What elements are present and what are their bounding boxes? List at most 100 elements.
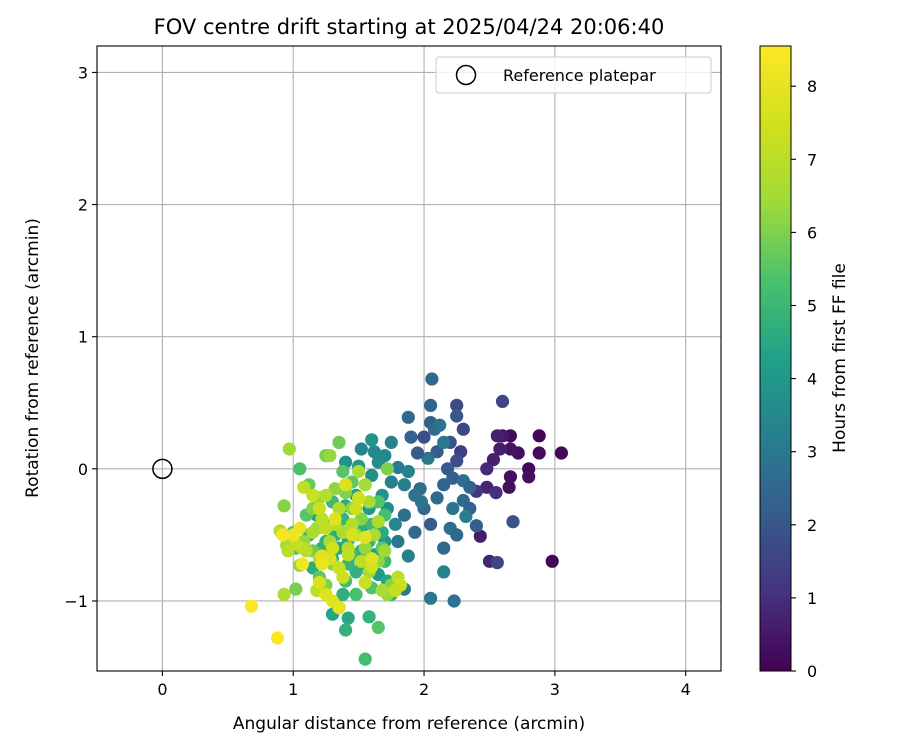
data-point bbox=[306, 488, 320, 502]
data-point bbox=[276, 528, 290, 542]
data-point bbox=[378, 544, 392, 558]
data-point bbox=[408, 525, 422, 539]
data-point bbox=[503, 470, 517, 484]
data-point bbox=[532, 446, 546, 460]
colorbar-tick-label: 5 bbox=[807, 297, 817, 316]
data-point bbox=[391, 460, 405, 475]
data-point bbox=[450, 409, 464, 423]
data-point bbox=[391, 534, 405, 549]
data-point bbox=[401, 410, 415, 424]
data-point bbox=[358, 478, 372, 492]
data-point bbox=[365, 552, 379, 566]
data-point bbox=[371, 495, 385, 509]
data-point bbox=[277, 587, 291, 602]
data-points bbox=[244, 372, 569, 666]
data-point bbox=[358, 575, 372, 590]
y-tick-label: 2 bbox=[78, 196, 88, 215]
data-point bbox=[277, 499, 291, 513]
data-point bbox=[506, 515, 520, 529]
data-point bbox=[401, 549, 415, 563]
data-point bbox=[384, 475, 398, 489]
data-point bbox=[375, 583, 389, 598]
data-point bbox=[358, 541, 372, 555]
data-point bbox=[319, 521, 333, 535]
colorbar-label: Hours from first FF file bbox=[830, 263, 850, 453]
data-point bbox=[503, 442, 517, 456]
data-point bbox=[532, 429, 546, 443]
colorbar-tick-label: 0 bbox=[807, 662, 817, 681]
data-point bbox=[352, 464, 366, 479]
data-point bbox=[371, 515, 385, 529]
data-point bbox=[493, 442, 507, 456]
data-point bbox=[401, 464, 415, 479]
data-point bbox=[371, 620, 385, 635]
data-point bbox=[358, 652, 372, 666]
data-point bbox=[545, 554, 559, 568]
colorbar-tick-label: 6 bbox=[807, 223, 817, 242]
data-point bbox=[424, 517, 438, 531]
legend-marker bbox=[455, 64, 477, 86]
data-point bbox=[437, 478, 451, 492]
data-point bbox=[437, 541, 451, 555]
data-point bbox=[430, 445, 444, 459]
chart-title: FOV centre drift starting at 2025/04/24 … bbox=[154, 15, 665, 39]
data-point bbox=[397, 478, 411, 492]
x-tick-label: 1 bbox=[288, 680, 298, 699]
data-point bbox=[270, 631, 285, 645]
data-point bbox=[456, 422, 470, 436]
data-point bbox=[410, 446, 425, 460]
data-point bbox=[486, 453, 500, 467]
data-point bbox=[480, 462, 494, 476]
data-point bbox=[430, 491, 444, 505]
data-point bbox=[490, 556, 504, 570]
legend: Reference platepar bbox=[435, 56, 712, 94]
colorbar-tick-label: 3 bbox=[807, 443, 817, 462]
data-point bbox=[289, 582, 303, 596]
data-point bbox=[323, 449, 337, 463]
data-point bbox=[293, 462, 307, 476]
colorbar-tick-label: 4 bbox=[807, 370, 817, 389]
grid bbox=[97, 46, 721, 671]
data-point bbox=[463, 480, 477, 494]
data-point bbox=[336, 570, 350, 584]
colorbar-tick-label: 1 bbox=[807, 589, 817, 608]
data-point bbox=[244, 599, 258, 613]
data-point bbox=[365, 468, 379, 482]
data-point bbox=[490, 429, 504, 443]
data-point bbox=[312, 575, 326, 590]
data-point bbox=[336, 464, 350, 479]
data-point bbox=[332, 501, 346, 516]
plot-frame bbox=[96, 45, 722, 672]
data-point bbox=[297, 480, 311, 494]
data-point bbox=[339, 623, 353, 637]
data-point bbox=[365, 433, 379, 447]
data-point bbox=[437, 565, 451, 579]
data-point bbox=[328, 512, 342, 526]
x-tick-label: 4 bbox=[681, 680, 691, 699]
x-tick-label: 0 bbox=[157, 680, 167, 699]
data-point bbox=[325, 541, 340, 555]
data-point bbox=[328, 482, 342, 496]
data-point bbox=[446, 501, 460, 516]
data-point bbox=[367, 445, 381, 459]
x-tick-label: 3 bbox=[550, 680, 560, 699]
data-point bbox=[433, 418, 447, 432]
data-point bbox=[281, 544, 295, 558]
data-point bbox=[388, 583, 402, 598]
data-point bbox=[473, 529, 487, 543]
data-point bbox=[425, 372, 439, 386]
data-point bbox=[424, 591, 438, 605]
data-point bbox=[362, 495, 376, 509]
y-tick-label: −1 bbox=[64, 592, 88, 611]
data-point bbox=[554, 446, 569, 460]
data-point bbox=[312, 501, 326, 516]
colorbar: 0 1 2 3 4 5 6 7 8 Hours from first FF file bbox=[759, 45, 850, 681]
data-point bbox=[495, 394, 510, 408]
colorbar-tick-label: 8 bbox=[807, 77, 817, 96]
data-point bbox=[286, 528, 300, 542]
colorbar-gradient bbox=[759, 45, 792, 672]
data-point bbox=[345, 528, 359, 542]
data-point bbox=[408, 488, 422, 502]
y-axis-label: Rotation from reference (arcmin) bbox=[23, 218, 43, 498]
